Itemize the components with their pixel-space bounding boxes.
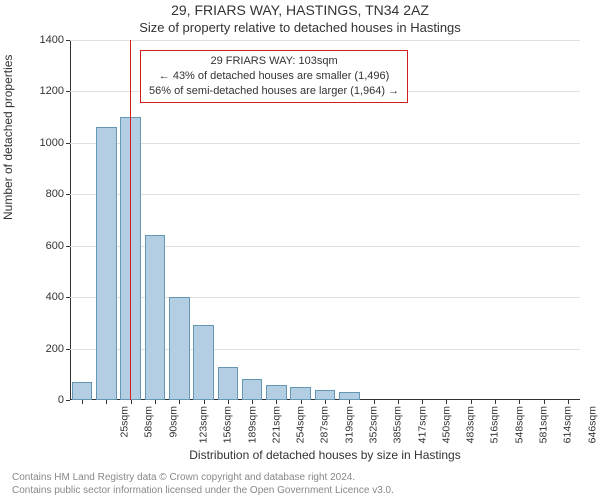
y-tick-mark [66,246,70,247]
property-marker-line [130,40,131,400]
histogram-bar [145,235,166,400]
x-tick-label: 352sqm [367,406,379,443]
info-line-3: 56% of semi-detached houses are larger (… [149,84,399,99]
x-tick-label: 483sqm [465,406,477,443]
grid-line [70,194,580,195]
x-tick-mark [204,400,205,404]
chart-title-sub: Size of property relative to detached ho… [0,20,600,35]
x-tick-label: 450sqm [440,406,452,443]
x-tick-mark [349,400,350,404]
x-tick-mark [422,400,423,404]
histogram-bar [266,385,287,400]
footer-line-2: Contains public sector information licen… [12,485,394,496]
chart-title-main: 29, FRIARS WAY, HASTINGS, TN34 2AZ [0,2,600,18]
x-tick-mark [568,400,569,404]
x-tick-label: 123sqm [197,406,209,443]
x-tick-mark [374,400,375,404]
x-tick-label: 614sqm [562,406,574,443]
x-tick-label: 25sqm [119,406,131,438]
x-tick-mark [131,400,132,404]
x-tick-mark [252,400,253,404]
x-tick-label: 254sqm [295,406,307,443]
property-info-box: 29 FRIARS WAY: 103sqm← 43% of detached h… [140,50,408,103]
histogram-bar [339,392,360,400]
histogram-bar [120,117,141,400]
x-tick-mark [82,400,83,404]
info-line-1: 29 FRIARS WAY: 103sqm [149,54,399,69]
x-tick-label: 221sqm [270,406,282,443]
info-line-2: ← 43% of detached houses are smaller (1,… [149,69,399,84]
x-tick-label: 189sqm [246,406,258,443]
x-tick-mark [495,400,496,404]
x-tick-label: 581sqm [537,406,549,443]
histogram-bar [169,297,190,400]
grid-line [70,40,580,41]
x-tick-mark [301,400,302,404]
chart-container: 29, FRIARS WAY, HASTINGS, TN34 2AZ Size … [0,0,600,500]
x-tick-label: 90sqm [167,406,179,438]
x-tick-label: 319sqm [343,406,355,443]
x-axis-label: Distribution of detached houses by size … [70,448,580,462]
x-tick-label: 156sqm [222,406,234,443]
y-axis-line [70,40,71,400]
x-tick-mark [398,400,399,404]
y-tick-label: 1200 [40,85,64,97]
y-tick-mark [66,143,70,144]
y-tick-mark [66,349,70,350]
y-tick-label: 800 [46,188,64,200]
y-tick-label: 1400 [40,34,64,46]
x-tick-mark [106,400,107,404]
x-tick-mark [446,400,447,404]
histogram-bar [72,382,93,400]
histogram-bar [290,387,311,400]
x-tick-mark [325,400,326,404]
histogram-bar [193,325,214,400]
y-tick-label: 0 [58,394,64,406]
histogram-bar [218,367,239,400]
histogram-bar [315,390,336,400]
x-tick-label: 548sqm [513,406,525,443]
plot-area: 020040060080010001200140025sqm58sqm90sqm… [70,40,580,400]
y-tick-label: 200 [46,343,64,355]
x-tick-mark [228,400,229,404]
x-tick-label: 646sqm [586,406,598,443]
x-tick-label: 385sqm [392,406,404,443]
y-tick-label: 600 [46,240,64,252]
y-tick-mark [66,91,70,92]
y-tick-mark [66,400,70,401]
y-tick-mark [66,40,70,41]
y-axis-label: Number of detached properties [1,55,15,220]
y-tick-label: 400 [46,291,64,303]
x-tick-mark [179,400,180,404]
x-tick-mark [276,400,277,404]
x-tick-label: 58sqm [143,406,155,438]
x-tick-label: 417sqm [416,406,428,443]
histogram-bar [96,127,117,400]
histogram-bar [242,379,263,400]
grid-line [70,143,580,144]
x-tick-mark [155,400,156,404]
x-tick-mark [544,400,545,404]
x-tick-mark [471,400,472,404]
x-tick-label: 516sqm [489,406,501,443]
y-tick-mark [66,297,70,298]
x-tick-mark [519,400,520,404]
y-tick-mark [66,194,70,195]
x-tick-label: 287sqm [319,406,331,443]
y-tick-label: 1000 [40,137,64,149]
footer-line-1: Contains HM Land Registry data © Crown c… [12,472,355,483]
